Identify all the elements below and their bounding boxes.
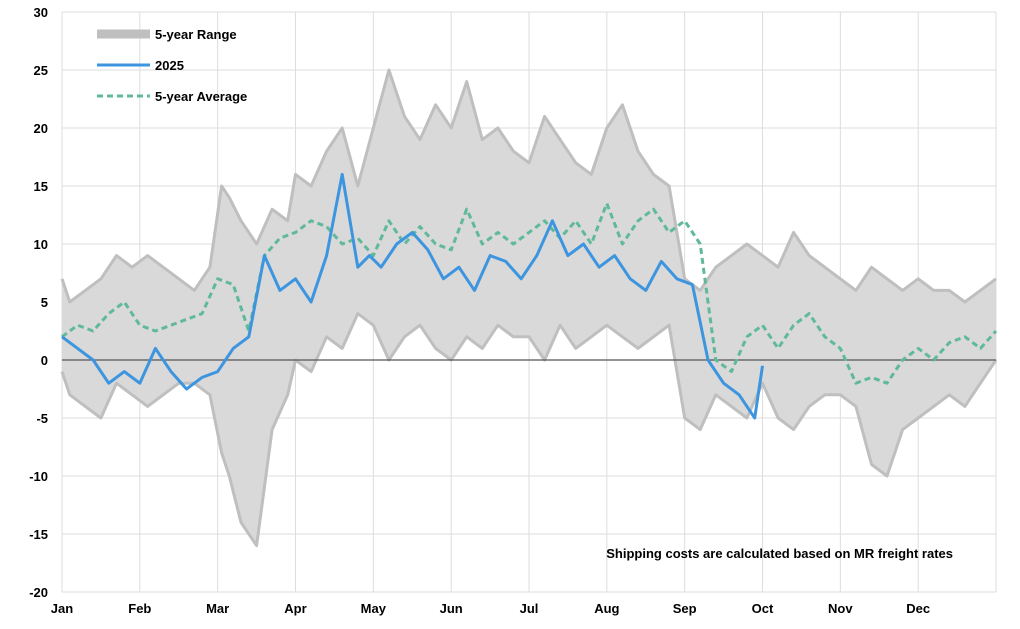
- y-tick-label: 0: [41, 353, 48, 368]
- x-tick-label: Dec: [906, 601, 930, 616]
- x-tick-label: Sep: [673, 601, 697, 616]
- range-band-layer: [60, 68, 998, 548]
- y-tick-label: 5: [41, 295, 48, 310]
- x-tick-label: Feb: [128, 601, 151, 616]
- range-upper-edge: [60, 68, 997, 304]
- x-tick-label: Nov: [828, 601, 853, 616]
- range-band-fill: [62, 70, 996, 546]
- average-line: [61, 201, 998, 385]
- line-2025-layer: [61, 172, 764, 420]
- x-tick-label: Oct: [752, 601, 774, 616]
- y-tick-label: 20: [34, 121, 48, 136]
- legend: 5-year Range 2025 5-year Average: [97, 27, 247, 104]
- y-tick-label: 10: [34, 237, 48, 252]
- y-tick-label: -5: [36, 411, 48, 426]
- y-tick-label: -20: [29, 585, 48, 600]
- y-tick-label: 30: [34, 5, 48, 20]
- average-line-layer: [61, 201, 998, 385]
- legend-item-range-label: 5-year Range: [155, 27, 237, 42]
- annotation-text: Shipping costs are calculated based on M…: [606, 546, 953, 561]
- x-tick-label: Jan: [51, 601, 73, 616]
- y-tick-label: 15: [34, 179, 48, 194]
- range-lower-edge: [60, 312, 998, 548]
- x-tick-label: May: [361, 601, 387, 616]
- legend-item-2025-label: 2025: [155, 58, 184, 73]
- x-tick-label: Jul: [520, 601, 539, 616]
- y-tick-label: -10: [29, 469, 48, 484]
- y-tick-label: 25: [34, 63, 48, 78]
- x-tick-label: Mar: [206, 601, 229, 616]
- legend-item-average-label: 5-year Average: [155, 89, 247, 104]
- line-2025: [61, 172, 764, 420]
- x-tick-label: Jun: [440, 601, 463, 616]
- y-tick-label: -15: [29, 527, 48, 542]
- x-tick-label: Aug: [594, 601, 619, 616]
- x-tick-label: Apr: [284, 601, 306, 616]
